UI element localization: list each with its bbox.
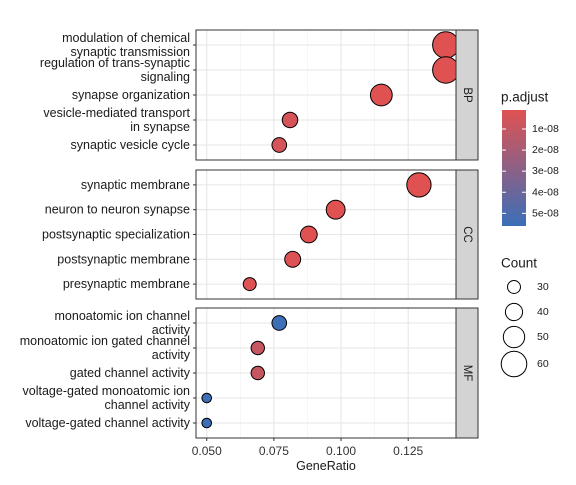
y-tick-label: gated channel activity: [70, 366, 191, 380]
data-point: [433, 57, 459, 83]
data-point: [370, 84, 392, 106]
y-tick-label: voltage-gated channel activity: [25, 416, 190, 430]
size-legend-label: 60: [537, 358, 549, 370]
y-tick-label: synaptic membrane: [81, 178, 190, 192]
y-tick-label: monoatomic ion gated channel: [20, 334, 190, 348]
y-tick-label: postsynaptic membrane: [57, 252, 190, 266]
y-tick-label: neuron to neuron synapse: [45, 203, 190, 217]
y-tick-label: channel activity: [105, 398, 191, 412]
size-legend-label: 40: [537, 306, 549, 318]
data-point: [300, 226, 317, 243]
size-legend-label: 30: [537, 281, 549, 293]
data-point: [202, 393, 212, 403]
color-legend-label: 5e-08: [532, 207, 559, 219]
y-tick-label: monoatomic ion channel: [55, 309, 191, 323]
size-legend-key: [501, 351, 527, 377]
y-tick-label: presynaptic membrane: [63, 277, 190, 291]
color-legend-label: 1e-08: [532, 123, 559, 135]
facet-strip-label: MF: [461, 365, 473, 382]
size-legend-key: [505, 303, 522, 320]
y-tick-label: in synapse: [130, 120, 190, 134]
color-legend-label: 2e-08: [532, 144, 559, 156]
data-point: [202, 418, 212, 428]
facet-strip-label: BP: [461, 87, 473, 103]
y-tick-label: modulation of chemical: [62, 31, 190, 45]
x-axis-title: GeneRatio: [296, 459, 356, 473]
y-tick-label: regulation of trans-synaptic: [40, 56, 190, 70]
data-point: [326, 200, 345, 219]
size-legend-key: [508, 281, 521, 294]
size-legend-key: [503, 326, 524, 347]
y-tick-label: voltage-gated monoatomic ion: [23, 384, 191, 398]
data-point: [251, 366, 264, 379]
facet-strip-label: CC: [461, 226, 473, 243]
data-point: [433, 32, 459, 58]
data-point: [407, 173, 431, 197]
y-tick-label: vesicle-mediated transport: [43, 106, 190, 120]
data-point: [272, 316, 287, 331]
y-tick-label: postsynaptic specialization: [42, 228, 190, 242]
x-tick-label: 0.050: [192, 444, 222, 458]
x-tick-label: 0.075: [259, 444, 289, 458]
data-point: [285, 251, 301, 267]
y-tick-label: synapse organization: [72, 88, 190, 102]
data-point: [251, 341, 264, 354]
x-tick-label: 0.100: [326, 444, 356, 458]
x-tick-label: 0.125: [393, 444, 423, 458]
size-legend-title: Count: [501, 256, 537, 271]
data-point: [272, 138, 287, 153]
color-legend-bar: [502, 110, 526, 226]
y-tick-label: activity: [152, 348, 191, 362]
size-legend-label: 50: [537, 331, 549, 343]
color-legend-label: 4e-08: [532, 186, 559, 198]
color-legend-title: p.adjust: [501, 90, 549, 105]
color-legend-label: 3e-08: [532, 165, 559, 177]
data-point: [282, 112, 297, 127]
y-tick-label: synaptic vesicle cycle: [71, 138, 191, 152]
y-tick-label: signaling: [141, 70, 190, 84]
data-point: [243, 278, 256, 291]
